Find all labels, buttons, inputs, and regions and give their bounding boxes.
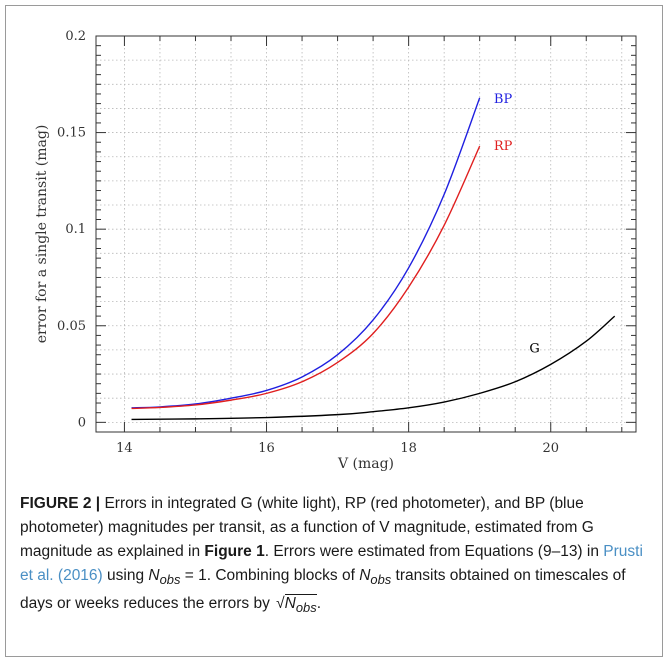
x-tick-label: 16 bbox=[258, 441, 275, 456]
caption-text-3: using bbox=[107, 567, 145, 584]
y-tick-label: 0.15 bbox=[57, 126, 86, 141]
figure-frame bbox=[5, 5, 663, 657]
nobs-symbol-2: Nobs bbox=[359, 567, 392, 588]
chart-labels: 14 16 18 20 0 0.05 0.1 0.15 0.2 BP RP G bbox=[57, 29, 559, 456]
caption-citation-link[interactable]: Prusti et al. (2016) bbox=[20, 543, 643, 584]
axis-ticks bbox=[96, 35, 636, 432]
caption-equation: = 1. Combining blocks of bbox=[184, 567, 355, 584]
caption-label: FIGURE 2 | bbox=[20, 495, 101, 512]
caption-end: . bbox=[316, 595, 321, 613]
y-tick-label: 0.2 bbox=[65, 29, 86, 44]
figure-caption: FIGURE 2 | Errors in integrated G (white… bbox=[20, 492, 650, 620]
x-tick-label: 20 bbox=[542, 441, 559, 456]
y-tick-label: 0.1 bbox=[65, 222, 86, 237]
series-label-bp: BP bbox=[494, 92, 513, 107]
series-line-g bbox=[131, 315, 616, 421]
series-line-rp bbox=[131, 145, 481, 410]
y-axis-label: error for a single transit (mag) bbox=[34, 125, 50, 344]
series-line-bp bbox=[131, 97, 481, 409]
plot-area bbox=[95, 35, 637, 433]
x-axis-label: V (mag) bbox=[337, 456, 394, 472]
grid-lines bbox=[96, 35, 636, 432]
series-lines bbox=[131, 97, 616, 421]
caption-text-2: . Errors were estimated from Equations (… bbox=[264, 543, 599, 560]
y-tick-label: 0 bbox=[78, 415, 86, 430]
caption-figure-link[interactable]: Figure 1 bbox=[204, 543, 265, 560]
series-label-rp: RP bbox=[494, 139, 513, 154]
caption-text-4: transits obtained on timescales of days … bbox=[20, 567, 626, 613]
series-label-g: G bbox=[529, 342, 539, 357]
line-chart: 14 16 18 20 0 0.05 0.1 0.15 0.2 BP RP G V (mag) err… bbox=[34, 29, 637, 472]
x-tick-label: 14 bbox=[116, 441, 133, 456]
caption-text-1: Errors in integrated G (white light), RP… bbox=[20, 495, 594, 560]
nobs-symbol: Nobs bbox=[148, 567, 181, 588]
sqrt-nobs: √Nobs bbox=[276, 594, 317, 616]
x-tick-label: 18 bbox=[400, 441, 417, 456]
y-tick-label: 0.05 bbox=[57, 319, 86, 334]
